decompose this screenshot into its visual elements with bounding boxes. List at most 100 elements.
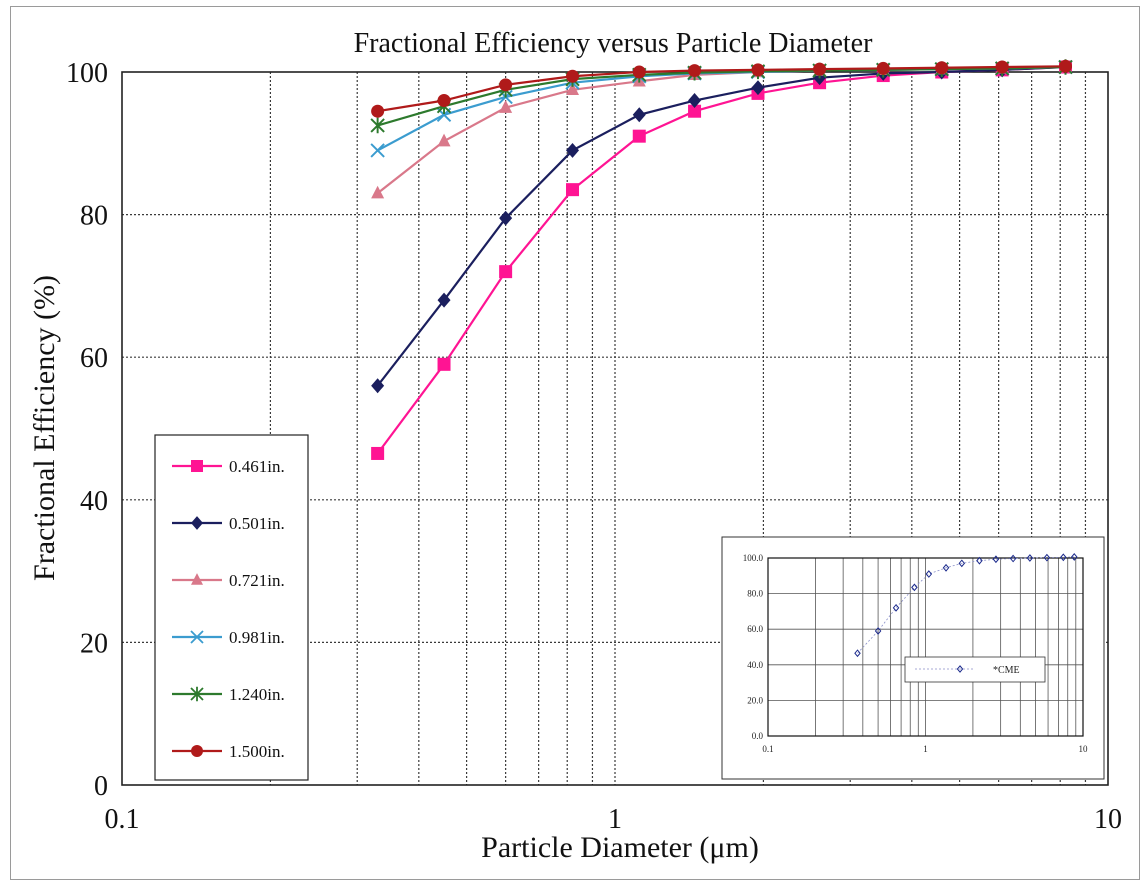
- inset-x-tick-label: 1: [923, 744, 928, 754]
- data-point: [371, 446, 385, 460]
- plot-area-border: [121, 71, 1109, 786]
- legend: 0.461in. 0.501in. 0.721in. 0.981in. 1.240in.…: [154, 434, 309, 781]
- inset-data-point: [976, 556, 983, 565]
- legend-box: [154, 434, 309, 781]
- data-point: [688, 93, 702, 108]
- inset-y-tick-label: 0.0: [752, 731, 764, 741]
- legend-label: 0.981in.: [229, 628, 285, 647]
- inset-legend-box: [904, 656, 1046, 683]
- data-point: [437, 357, 451, 371]
- inset-data-point: [854, 649, 861, 658]
- y-tick-label: 100: [66, 58, 108, 89]
- legend-marker: [190, 686, 204, 702]
- data-point: [499, 100, 513, 113]
- series-line: [377, 65, 1066, 152]
- legend-label: 1.500in.: [229, 742, 285, 761]
- series-0.501in.: [371, 59, 1073, 394]
- series-line: [377, 65, 1066, 113]
- y-tick-label: 20: [80, 628, 108, 659]
- data-point: [1059, 59, 1073, 73]
- x-tick-label: 1: [608, 804, 622, 835]
- x-tick-label: 0.1: [105, 804, 140, 835]
- inset-y-tick-label: 60.0: [747, 624, 763, 634]
- inset-series: *CME: [854, 553, 1078, 683]
- inset-data-point: [942, 563, 950, 572]
- data-point: [935, 61, 949, 75]
- inset-y-tick-label: 100.0: [743, 553, 764, 563]
- inset-x-tick-label: 0.1: [762, 744, 773, 754]
- y-axis-title: Fractional Efficiency (%): [28, 275, 61, 581]
- data-point: [371, 378, 385, 394]
- y-tick-label: 0: [94, 771, 108, 802]
- series-0.461in.: [371, 60, 1073, 460]
- inset-data-point: [925, 570, 933, 578]
- inset-y-tick-label: 20.0: [747, 695, 763, 705]
- inset-data-point: [1071, 553, 1078, 561]
- series-layer: [370, 59, 1073, 460]
- inset-data-point: [1060, 553, 1067, 562]
- data-point: [371, 104, 385, 118]
- inset-data-point: [958, 559, 966, 568]
- series-line: [376, 65, 1066, 195]
- series-0.721in.: [371, 59, 1073, 199]
- series-line: [376, 65, 1066, 455]
- inset-data-point: [1043, 553, 1051, 562]
- data-point: [632, 107, 646, 123]
- data-point: [688, 104, 702, 118]
- inset-data-point: [1009, 554, 1017, 563]
- legend-marker: [191, 573, 203, 585]
- x-axis-title: Particle Diameter (μm): [481, 831, 759, 864]
- y-tick-label: 80: [80, 201, 108, 232]
- chart-title: Fractional Efficiency versus Particle Di…: [354, 28, 874, 59]
- plot-border: [121, 71, 1109, 786]
- data-point: [632, 65, 646, 79]
- y-tick-label: 40: [80, 486, 108, 517]
- data-point: [995, 60, 1009, 74]
- inset-data-point: [1026, 554, 1034, 562]
- legend-label: 0.461in.: [229, 457, 285, 476]
- data-point: [437, 133, 451, 147]
- series-line: [377, 65, 1066, 127]
- data-point: [370, 117, 385, 134]
- legend-label: 1.240in.: [229, 685, 285, 704]
- data-point: [876, 61, 890, 75]
- y-tick-label: 60: [80, 343, 108, 374]
- legend-label: 0.721in.: [229, 571, 285, 590]
- legend-marker: [191, 460, 203, 472]
- data-point: [566, 183, 580, 197]
- data-point: [566, 69, 580, 83]
- inset-data-point: [892, 603, 900, 612]
- legend-marker: [191, 745, 203, 757]
- data-point: [371, 185, 385, 199]
- x-tick-label: 10: [1094, 804, 1122, 835]
- inset-x-tick-label: 10: [1079, 744, 1089, 754]
- inset-y-tick-label: 80.0: [747, 589, 763, 599]
- inset-legend-marker: [956, 665, 964, 673]
- series-0.981in.: [370, 59, 1073, 158]
- series-1.500in.: [371, 59, 1073, 118]
- data-point: [632, 129, 646, 143]
- data-point: [499, 265, 513, 279]
- data-point: [813, 62, 827, 76]
- data-point: [370, 143, 385, 158]
- data-point: [437, 292, 451, 308]
- y-tick-labels: 0 20 40 60 80 100: [66, 58, 108, 802]
- legend-marker: [190, 630, 204, 644]
- data-point: [566, 82, 580, 96]
- inset-plot-border: [767, 557, 1084, 737]
- data-point: [499, 78, 513, 92]
- data-point: [688, 64, 702, 78]
- data-point: [437, 94, 451, 108]
- inset-data-point: [874, 627, 882, 635]
- data-point: [499, 210, 513, 226]
- data-point: [751, 80, 765, 96]
- series-line: [376, 65, 1066, 387]
- inset-y-tick-label: 40.0: [747, 660, 763, 670]
- inset-data-point: [992, 555, 1000, 564]
- x-tick-labels: 0.1 1 10: [105, 804, 1123, 835]
- legend-marker: [191, 516, 203, 530]
- inset-legend-label: *CME: [993, 665, 1020, 676]
- legend-label: 0.501in.: [229, 514, 285, 533]
- data-point: [566, 142, 580, 158]
